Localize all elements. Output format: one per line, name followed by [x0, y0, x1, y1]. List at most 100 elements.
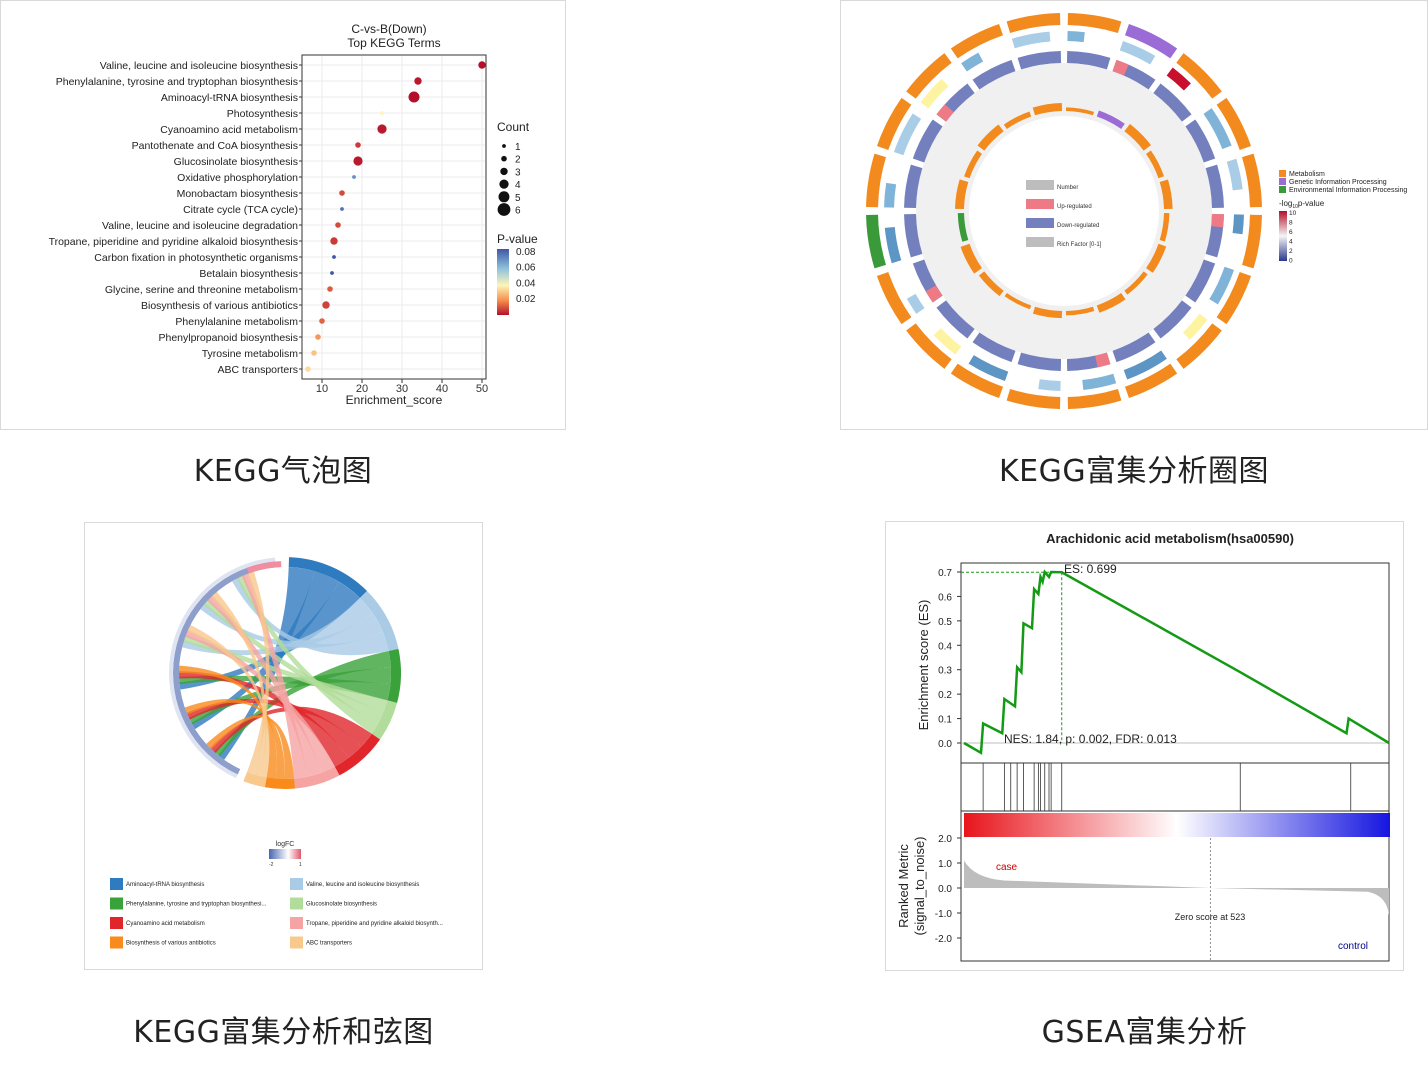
circos-down-segment: [1153, 300, 1192, 339]
circos-category-segment: [1067, 13, 1122, 33]
circos-pvalue-segment: [920, 78, 949, 109]
circos-legend-swatch: [1279, 186, 1286, 193]
chord-gene-arc-up: [246, 561, 282, 574]
circos-category-segment: [1006, 389, 1061, 409]
chord-ribbon: [241, 573, 309, 779]
circos-category-segment: [950, 363, 1003, 399]
circos-category-segment: [1125, 363, 1178, 399]
bubble-point: [319, 318, 325, 324]
bubble-category-label: Biosynthesis of various antibiotics: [141, 300, 298, 312]
circos-pvalue-segment: [893, 113, 922, 156]
bubble-point: [353, 156, 363, 166]
bubble-category-label: Glucosinolate biosynthesis: [174, 156, 298, 168]
bubble-category-label: Phenylalanine, tyrosine and tryptophan b…: [56, 76, 298, 88]
bubble-point: [478, 61, 486, 69]
chord-pathway-arc: [243, 771, 267, 788]
bubble-category-label: Tropane, piperidine and pyridine alkaloi…: [49, 236, 298, 248]
count-legend-label: 4: [515, 180, 521, 191]
caption-bubble: KEGG气泡图: [193, 454, 373, 489]
chord-legend-swatch: [290, 917, 303, 929]
chord-pathway-arc: [387, 648, 401, 704]
count-legend-dot: [500, 167, 508, 176]
chord-ribbon: [179, 675, 391, 701]
circos-legend-label: Metabolism: [1289, 171, 1325, 178]
chord-pathway-arc: [371, 700, 398, 740]
circos-category-segment: [1242, 214, 1262, 269]
inner-legend-up: Up-regulated: [1057, 204, 1092, 210]
es-ytick-label: 0.3: [938, 666, 952, 677]
count-legend-dot: [499, 179, 509, 189]
caption-gsea: GSEA富集分析: [1041, 1015, 1248, 1050]
bubble-xtick-label: 10: [316, 383, 328, 395]
bubble-point: [355, 142, 361, 148]
circos-category-segment: [1067, 389, 1122, 409]
count-legend-title: Count: [497, 120, 530, 134]
circos-center: [969, 116, 1159, 306]
bubble-category-label: Phenylpropanoid biosynthesis: [158, 332, 298, 344]
circos-pvalue-segment: [933, 328, 962, 355]
es-ytick-label: 0.7: [938, 568, 952, 579]
circos-pvalue-segment: [1067, 31, 1085, 43]
chord-legend-label: Aminoacyl-tRNA biosynthesis: [126, 882, 204, 888]
circos-down-segment: [1112, 332, 1156, 363]
es-ytick-label: 0.5: [938, 617, 952, 628]
bubble-category-label: Betalain biosynthesis: [199, 268, 298, 280]
circos-down-segment: [1205, 164, 1224, 209]
chord-legend-swatch: [110, 936, 123, 949]
chord-legend-swatch: [290, 878, 303, 890]
circos-category-segment: [906, 323, 952, 369]
circos-inner-legend: Number Up-regulated Down-regulated Rich …: [1026, 180, 1102, 248]
bubble-point: [330, 271, 334, 275]
logfc-min: -2: [269, 862, 274, 868]
chord-ribbon: [191, 571, 340, 730]
circos-rich-segment: [1032, 102, 1063, 116]
log-tick-label: 8: [1289, 220, 1293, 227]
chord-legend-swatch: [290, 897, 303, 910]
circos-up-segment: [1211, 213, 1224, 228]
log-tick-label: 0: [1289, 258, 1293, 265]
count-legend-dot: [502, 144, 506, 148]
chord-pathway-arc: [294, 766, 340, 789]
count-legend-label: 2: [515, 155, 521, 166]
pvalue-tick-label: 0.06: [516, 263, 536, 274]
caption-chord: KEGG富集分析和弦图: [133, 1015, 434, 1050]
inner-legend-rich: Rich Factor [0-1]: [1057, 242, 1102, 248]
count-legend-dot: [497, 203, 511, 216]
circos-rich-segment: [1124, 124, 1151, 151]
logfc-max: 1: [299, 862, 302, 868]
chord-ribbon: [203, 599, 384, 724]
metric-ytick-label: -1.0: [935, 909, 953, 920]
bubble-point: [327, 286, 333, 292]
bubble-category-label: Oxidative phosphorylation: [177, 172, 298, 184]
es-ytick-label: 0.2: [938, 690, 952, 701]
pvalue-tick-label: 0.04: [516, 278, 536, 289]
bubble-point: [332, 255, 336, 259]
chord-ribbon: [247, 571, 270, 775]
pvalue-tick-label: 0.08: [516, 247, 536, 258]
chord-legend-label: Phenylalanine, tyrosine and tryptophan b…: [126, 902, 267, 908]
chord-legend-label: Tropane, piperidine and pyridine alkaloi…: [306, 921, 443, 927]
chord-ribbon: [236, 575, 379, 734]
bubble-category-label: Cyanoamino acid metabolism: [160, 124, 298, 136]
chord-pathway-arc: [359, 590, 399, 651]
chord-ribbon: [179, 665, 277, 779]
circos-rich-segment: [1124, 271, 1148, 295]
circos-down-segment: [904, 164, 923, 209]
circos-rich-segment: [1159, 212, 1170, 242]
circos-rich-segment: [977, 124, 1004, 151]
chord-ribbon: [182, 598, 373, 656]
ranked-metric-area: [964, 860, 1389, 916]
circos-category-segment: [906, 53, 952, 99]
circos-rich-segment: [1004, 293, 1032, 310]
bubble-category-label: Monobactam biosynthesis: [177, 188, 298, 200]
bubble-point: [339, 190, 345, 196]
circos-pvalue-segment: [1123, 350, 1167, 380]
circos-legend-swatch: [1279, 170, 1286, 177]
bubble-title-1: C-vs-B(Down): [351, 22, 426, 36]
chord-legend-label: Valine, leucine and isoleucine biosynthe…: [306, 882, 419, 888]
bubble-xtick-label: 50: [476, 383, 488, 395]
caption-circos: KEGG富集分析圈图: [998, 454, 1270, 489]
circos-legend-swatch: [1279, 178, 1286, 185]
circos-rich-segment: [1146, 150, 1165, 179]
chord-pathway-arc: [334, 733, 381, 776]
